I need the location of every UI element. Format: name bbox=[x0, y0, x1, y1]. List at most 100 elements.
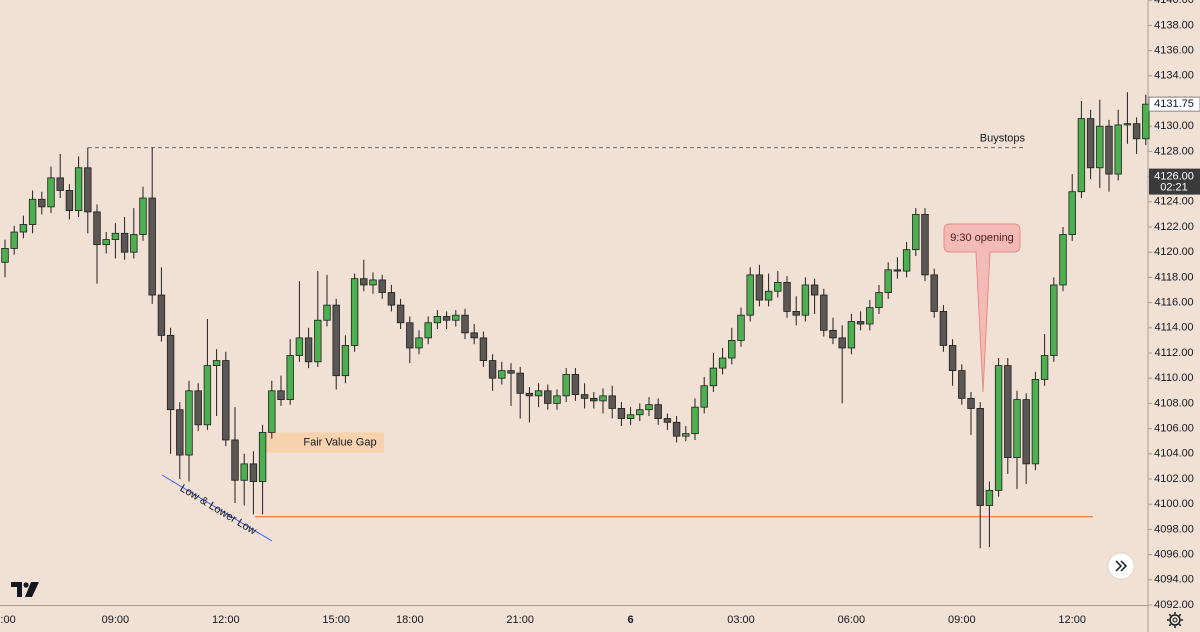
candle-body bbox=[1013, 399, 1021, 458]
x-tick-label: 15:00 bbox=[322, 614, 350, 626]
candle-body bbox=[801, 284, 810, 316]
candle-body bbox=[1123, 123, 1132, 126]
candle-body bbox=[884, 269, 892, 293]
candle-body bbox=[1040, 355, 1049, 380]
candle-body bbox=[488, 360, 497, 379]
callout-box bbox=[943, 223, 1021, 393]
scroll-button[interactable] bbox=[1107, 552, 1135, 580]
candle-body bbox=[84, 167, 92, 213]
candle-body bbox=[194, 390, 202, 426]
buystops-label: Buystops bbox=[980, 133, 1026, 145]
candle-body bbox=[378, 279, 386, 293]
x-tick-label: 03:00 bbox=[727, 614, 755, 626]
candle-body bbox=[636, 409, 644, 416]
candle-body bbox=[856, 321, 865, 325]
candle-body bbox=[268, 390, 276, 433]
candle-body bbox=[847, 321, 856, 349]
candle-body bbox=[350, 278, 359, 346]
candle-body bbox=[1105, 125, 1113, 175]
y-tick-label: 4136.00 bbox=[1154, 45, 1194, 57]
candle-body bbox=[709, 367, 718, 387]
candle-body bbox=[958, 370, 966, 399]
candle-body bbox=[921, 213, 929, 276]
candle-body bbox=[406, 322, 414, 349]
candle-body bbox=[1022, 399, 1030, 465]
candle-body bbox=[893, 269, 902, 272]
x-tick-label: 21:00 bbox=[506, 614, 534, 626]
y-tick-label: 4112.00 bbox=[1155, 347, 1194, 359]
candle-body bbox=[360, 278, 368, 286]
candle-body bbox=[1114, 124, 1122, 175]
candle-body bbox=[130, 234, 138, 253]
candle-body bbox=[654, 404, 662, 419]
candle-body bbox=[976, 408, 984, 506]
candle-body bbox=[433, 316, 442, 324]
candle-body bbox=[212, 360, 221, 366]
y-tick-label: 4118.00 bbox=[1155, 271, 1194, 283]
candle-body bbox=[820, 294, 828, 331]
candle-body bbox=[249, 463, 258, 482]
candle-body bbox=[479, 337, 488, 361]
candle-body bbox=[599, 395, 607, 402]
candle-body bbox=[1132, 123, 1141, 140]
candle-body bbox=[737, 314, 745, 341]
candle-body bbox=[746, 274, 754, 316]
candle-body bbox=[912, 213, 920, 251]
candle-body bbox=[672, 421, 681, 437]
candle-body bbox=[240, 463, 248, 481]
candle-body bbox=[332, 304, 340, 377]
candle-body bbox=[1096, 125, 1104, 169]
candle-body bbox=[102, 239, 110, 246]
candle-body bbox=[38, 198, 46, 208]
candle-body bbox=[74, 167, 83, 212]
candle-body bbox=[56, 177, 64, 191]
candle-body bbox=[1142, 103, 1150, 140]
candle-body bbox=[286, 355, 294, 401]
candle-body bbox=[571, 374, 580, 395]
candle-body bbox=[277, 390, 285, 401]
y-tick-label: 4094.00 bbox=[1154, 574, 1194, 586]
y-tick-label: 4108.00 bbox=[1154, 397, 1194, 409]
candle-body bbox=[231, 439, 239, 481]
candle-body bbox=[323, 304, 331, 321]
candle-body bbox=[764, 290, 773, 301]
candle-body bbox=[65, 190, 74, 212]
candle-body bbox=[203, 365, 212, 426]
candle-body bbox=[93, 211, 101, 246]
candle-body bbox=[507, 370, 515, 374]
candle-body bbox=[1004, 365, 1012, 458]
settings-button[interactable] bbox=[1167, 612, 1183, 628]
candle-body bbox=[875, 292, 883, 309]
candle-body bbox=[994, 365, 1003, 491]
candle-body bbox=[258, 431, 267, 482]
x-tick-label: 06:00 bbox=[838, 614, 866, 626]
trend-line bbox=[161, 474, 273, 542]
candle-body bbox=[28, 198, 37, 225]
candle-body bbox=[700, 385, 708, 408]
candle-body bbox=[442, 316, 451, 321]
candle-body bbox=[111, 232, 120, 241]
candle-body bbox=[1068, 191, 1076, 235]
candle-body bbox=[626, 414, 635, 419]
y-tick-label: 4116.00 bbox=[1155, 297, 1194, 309]
candle-body bbox=[691, 406, 699, 435]
y-tick-label: 4138.00 bbox=[1154, 19, 1194, 31]
candle-body bbox=[525, 392, 534, 397]
logo bbox=[11, 582, 39, 597]
price-marker-label: 4126.00 bbox=[1154, 171, 1194, 183]
candle-body bbox=[19, 224, 28, 233]
candle-body bbox=[10, 231, 18, 249]
candle-body bbox=[1031, 379, 1040, 465]
candle-body bbox=[553, 395, 561, 404]
candle-body bbox=[120, 232, 129, 253]
candle-body bbox=[562, 374, 570, 397]
candle-body bbox=[369, 279, 377, 286]
x-tick-label: 18:00 bbox=[396, 614, 424, 626]
y-tick-label: 4100.00 bbox=[1154, 498, 1194, 510]
candle-body bbox=[185, 390, 193, 456]
x-tick-label: 6 bbox=[628, 614, 634, 626]
price-marker-box bbox=[1149, 168, 1200, 195]
candle-body bbox=[866, 307, 874, 325]
